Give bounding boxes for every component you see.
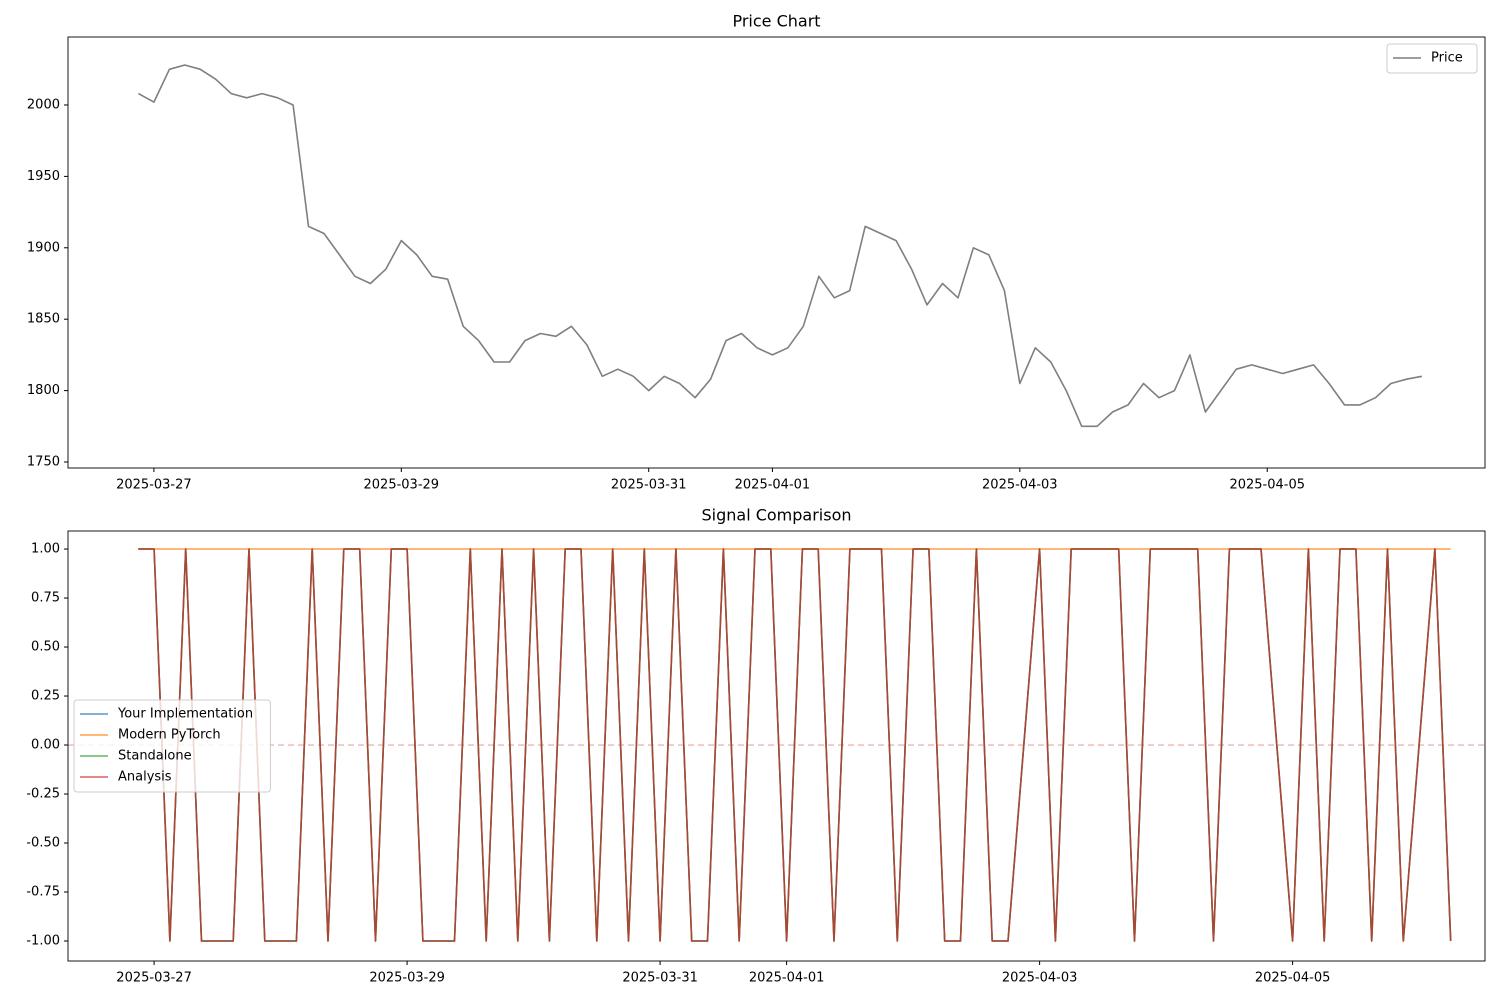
chart-title: Signal Comparison <box>701 506 851 525</box>
x-tick-label: 2025-03-27 <box>116 971 192 986</box>
y-tick-label: 0.75 <box>31 591 60 606</box>
legend-frame <box>1386 43 1478 74</box>
x-tick-label: 2025-04-05 <box>1229 478 1305 493</box>
x-tick-label: 2025-03-29 <box>369 971 445 986</box>
y-tick-label: -1.00 <box>26 934 60 949</box>
x-tick-label: 2025-04-01 <box>735 478 811 493</box>
x-tick-label: 2025-04-05 <box>1255 971 1331 986</box>
x-tick-label: 2025-03-27 <box>116 478 192 493</box>
x-tick-label: 2025-04-03 <box>982 478 1058 493</box>
y-tick-label: 0.50 <box>31 640 60 655</box>
legend-label: Price <box>1431 51 1463 66</box>
legend: Your Implementation Modern PyTorch Standal… <box>73 699 271 793</box>
y-tick-label: 1900 <box>27 240 60 255</box>
legend: Price <box>1386 43 1478 74</box>
chart-title: Price Chart <box>732 12 820 31</box>
x-tick-label: 2025-04-01 <box>749 971 825 986</box>
plot-frame <box>67 530 1486 962</box>
y-tick-label: -0.50 <box>26 836 60 851</box>
legend-frame <box>73 699 271 793</box>
y-tick-label: 0.00 <box>31 738 60 753</box>
y-tick-label: -0.25 <box>26 787 60 802</box>
legend-label: Analysis <box>118 770 172 785</box>
legend-label: Standalone <box>118 749 192 764</box>
legend-label: Modern PyTorch <box>118 728 221 743</box>
y-tick-label: 1950 <box>27 169 60 184</box>
series-line <box>138 64 1423 428</box>
y-tick-label: 1.00 <box>31 542 60 557</box>
legend-label: Your Implementation <box>117 707 253 722</box>
x-tick-label: 2025-03-29 <box>364 478 440 493</box>
y-tick-label: 0.25 <box>31 689 60 704</box>
x-tick-label: 2025-03-31 <box>611 478 687 493</box>
y-tick-label: 1750 <box>27 455 60 470</box>
y-tick-label: 2000 <box>27 97 60 112</box>
y-tick-label: -0.75 <box>26 885 60 900</box>
y-tick-label: 1850 <box>27 312 60 327</box>
y-tick-label: 1800 <box>27 383 60 398</box>
x-tick-label: 2025-03-31 <box>622 971 698 986</box>
plot-frame <box>67 36 1486 469</box>
x-tick-label: 2025-04-03 <box>1002 971 1078 986</box>
series-line <box>138 548 1452 942</box>
